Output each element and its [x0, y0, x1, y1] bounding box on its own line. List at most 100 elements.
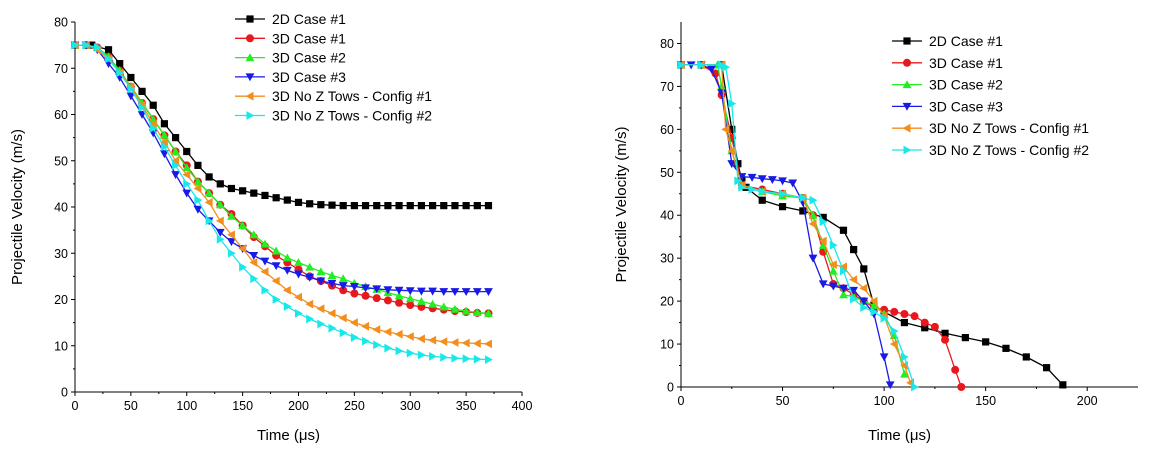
- data-point: [361, 202, 370, 210]
- data-point: [316, 267, 326, 276]
- data-point: [828, 282, 838, 291]
- data-point: [417, 302, 426, 311]
- data-point: [395, 298, 404, 307]
- data-point: [461, 306, 471, 315]
- data-point: [450, 338, 459, 347]
- data-point: [317, 319, 326, 329]
- data-point: [362, 336, 370, 346]
- data-point: [260, 257, 270, 266]
- data-point: [484, 339, 492, 349]
- series-line: [681, 64, 962, 388]
- data-point: [1002, 344, 1010, 352]
- data-point: [204, 197, 213, 207]
- data-point: [172, 160, 180, 170]
- data-point: [305, 299, 314, 309]
- data-point: [350, 289, 359, 298]
- data-point: [727, 160, 737, 169]
- data-point: [182, 163, 192, 172]
- data-point: [395, 202, 403, 210]
- legend-label: 3D Case #2: [929, 77, 1003, 93]
- data-point: [461, 288, 471, 297]
- data-point: [451, 353, 460, 363]
- data-point: [294, 198, 303, 206]
- legend-label: 3D No Z Tows - Config #1: [929, 120, 1089, 136]
- data-point: [127, 84, 136, 94]
- data-point: [951, 365, 960, 374]
- legend-marker: [903, 58, 911, 67]
- data-point: [768, 176, 777, 184]
- data-point: [828, 260, 837, 270]
- data-point: [439, 288, 449, 297]
- series-0: [71, 41, 493, 210]
- data-point: [941, 329, 949, 337]
- data-point: [338, 313, 347, 323]
- data-point: [294, 258, 303, 267]
- data-point: [406, 301, 415, 310]
- x-tick-label: 150: [975, 394, 996, 408]
- data-point: [306, 314, 315, 324]
- legend-label: 3D No Z Tows - Config #2: [272, 108, 432, 124]
- data-point: [799, 193, 808, 203]
- legend-label: 3D Case #1: [929, 55, 1003, 71]
- data-point: [272, 194, 280, 202]
- series-line: [681, 64, 1064, 386]
- data-point: [849, 286, 859, 295]
- data-point: [183, 147, 191, 156]
- series-line: [681, 64, 891, 386]
- right-chart: 0 10 20 30 40 50 60 70 80 0 50 100 150 200 Time (μs) Pr…: [613, 22, 1138, 444]
- data-point: [82, 40, 91, 50]
- data-point: [747, 173, 757, 182]
- data-point: [283, 196, 291, 204]
- data-point: [350, 202, 358, 210]
- data-point: [417, 287, 426, 296]
- x-tick-label: 250: [344, 399, 365, 413]
- data-point: [306, 200, 314, 208]
- data-point: [406, 348, 415, 358]
- data-point: [227, 211, 236, 220]
- data-point: [417, 296, 426, 305]
- x-tick-label: 0: [72, 399, 79, 413]
- y-tick-label: 20: [660, 295, 674, 309]
- y-tick-label: 50: [54, 154, 68, 168]
- data-point: [394, 291, 404, 300]
- data-point: [869, 301, 879, 309]
- data-point: [1043, 364, 1051, 372]
- data-point: [282, 266, 292, 275]
- x-tick-label: 350: [456, 399, 477, 413]
- data-point: [294, 308, 303, 318]
- legend-label: 3D No Z Tows - Config #2: [929, 142, 1089, 158]
- data-point: [890, 326, 899, 336]
- data-point: [238, 244, 247, 254]
- data-point: [395, 346, 404, 356]
- data-point: [850, 294, 859, 304]
- data-point: [722, 62, 731, 72]
- data-point: [859, 297, 869, 306]
- x-axis-label: Time (μs): [868, 427, 931, 444]
- data-point: [450, 304, 460, 313]
- data-point: [282, 253, 292, 262]
- data-point: [721, 124, 730, 134]
- legend-marker: [902, 123, 911, 133]
- data-point: [930, 322, 939, 331]
- data-point: [809, 195, 818, 205]
- data-point: [373, 202, 381, 210]
- data-point: [839, 266, 848, 276]
- data-point: [429, 202, 437, 210]
- data-point: [294, 270, 303, 279]
- data-point: [450, 288, 460, 297]
- data-point: [216, 180, 224, 188]
- legend-label: 2D Case #1: [929, 33, 1003, 49]
- data-point: [160, 137, 168, 147]
- data-point: [440, 202, 448, 210]
- data-point: [327, 271, 337, 279]
- data-point: [417, 350, 426, 360]
- data-point: [327, 279, 337, 288]
- data-point: [484, 355, 493, 365]
- data-point: [71, 40, 80, 50]
- x-tick-label: 200: [288, 399, 309, 413]
- series-line: [681, 64, 906, 375]
- left-chart: 0 10 20 30 40 50 60 70 80 0 50 100 150 200 250 300 350 40…: [9, 11, 532, 444]
- legend-marker: [246, 111, 255, 120]
- data-point: [204, 188, 214, 197]
- legend-label: 3D Case #2: [272, 50, 346, 66]
